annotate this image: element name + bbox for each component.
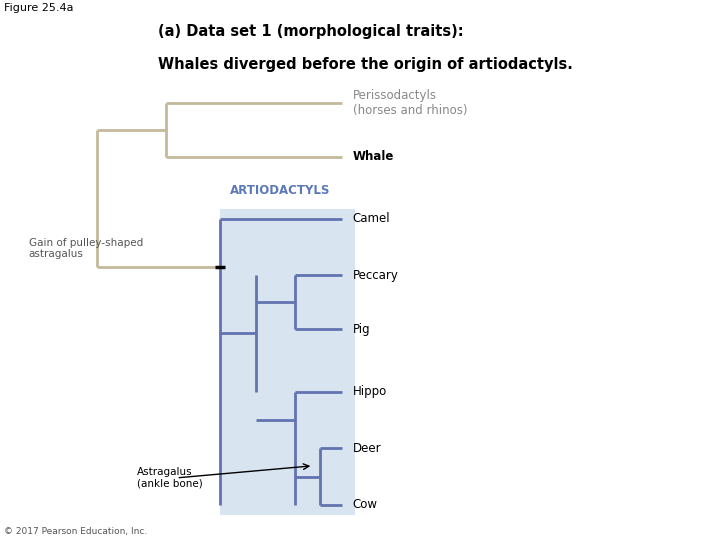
Text: (a) Data set 1 (morphological traits):: (a) Data set 1 (morphological traits): <box>158 24 464 39</box>
Text: Pig: Pig <box>353 323 370 336</box>
Text: Whales diverged before the origin of artiodactyls.: Whales diverged before the origin of art… <box>158 57 573 72</box>
Text: Peccary: Peccary <box>353 269 399 282</box>
Text: Hippo: Hippo <box>353 385 387 398</box>
Text: Gain of pulley-shaped
astragalus: Gain of pulley-shaped astragalus <box>29 238 143 259</box>
Text: Astragalus
(ankle bone): Astragalus (ankle bone) <box>137 467 202 489</box>
Text: ARTIODACTYLS: ARTIODACTYLS <box>230 184 330 197</box>
Text: Deer: Deer <box>353 442 382 455</box>
Text: Whale: Whale <box>353 150 394 163</box>
Text: Cow: Cow <box>353 498 378 511</box>
Text: © 2017 Pearson Education, Inc.: © 2017 Pearson Education, Inc. <box>4 526 147 536</box>
Text: Perissodactyls
(horses and rhinos): Perissodactyls (horses and rhinos) <box>353 89 467 117</box>
Text: Figure 25.4a: Figure 25.4a <box>4 3 73 13</box>
Text: Camel: Camel <box>353 212 390 225</box>
Bar <box>220 209 355 515</box>
